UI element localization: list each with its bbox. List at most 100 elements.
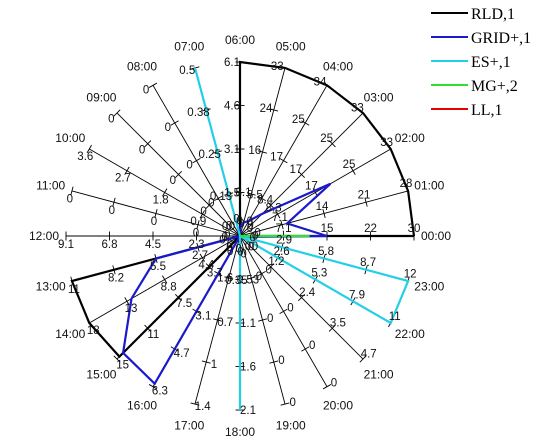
tick-label: 0 [222, 221, 228, 233]
tick-label: 0 [222, 231, 228, 243]
hour-label: 09:00 [86, 90, 116, 104]
spoke-tick [258, 318, 267, 322]
tick-label: 22 [364, 223, 377, 235]
tick-label: 8.1 [236, 187, 252, 199]
hour-label: 18:00 [225, 425, 255, 439]
tick-label: 1.6 [217, 273, 233, 285]
spoke-tick [124, 166, 130, 175]
tick-label: 0 [235, 244, 241, 256]
spoke-tick [267, 263, 275, 271]
hour-label: 21:00 [364, 368, 394, 382]
tick-label: 0 [252, 231, 258, 243]
tick-label: 24 [260, 103, 273, 115]
hour-label: 07:00 [174, 40, 204, 54]
tick-label: 3.1 [224, 144, 240, 156]
tick-label: 5.5 [150, 261, 166, 273]
tick-label: 0 [238, 218, 244, 230]
tick-label: 0 [143, 84, 149, 96]
hour-label: 20:00 [323, 399, 353, 413]
tick-label: 0.5 [179, 65, 195, 77]
spoke-tick [328, 140, 336, 148]
tick-label: 4.5 [145, 239, 161, 251]
tick-label: 6.3 [152, 386, 168, 398]
hour-label: 03:00 [364, 90, 394, 104]
spoke-tick [258, 150, 267, 154]
tick-label: 3.7 [207, 267, 223, 279]
hour-label: 01:00 [414, 178, 444, 192]
tick-label: 33 [271, 61, 284, 73]
tick-label: 34 [314, 76, 327, 88]
spoke-tick [174, 170, 182, 178]
spoke-tick [190, 402, 200, 406]
legend-label-rld-1: RLD,1 [471, 6, 515, 23]
tick-label: 33 [351, 102, 364, 114]
tick-label: 0 [331, 378, 337, 390]
tick-label: 2.7 [115, 173, 131, 185]
tick-label: 0 [139, 144, 145, 156]
spoke-tick [113, 355, 121, 363]
tick-label: 0 [108, 114, 114, 126]
spoke-tick [246, 192, 256, 196]
tick-label: 0 [290, 397, 296, 409]
tick-label: 0 [233, 213, 239, 225]
tick-label: 1.8 [153, 194, 169, 206]
tick-label: 17 [289, 164, 302, 176]
tick-label: 33 [380, 137, 393, 149]
hour-label: 06:00 [225, 33, 255, 47]
hour-label: 17:00 [174, 418, 204, 432]
tick-label: 0.25 [199, 149, 221, 161]
tick-label: 0 [254, 227, 260, 239]
tick-label: 9.1 [58, 239, 74, 251]
tick-label: 4.7 [174, 348, 190, 360]
hour-label: 23:00 [414, 280, 444, 294]
tick-label: 2.7 [192, 250, 208, 262]
spoke-tick [322, 384, 332, 390]
spoke-tick [279, 158, 288, 164]
tick-label: 8.7 [360, 257, 376, 269]
tick-label: 0 [240, 249, 246, 261]
tick-label: 0 [245, 241, 251, 253]
tick-label: 2.3 [189, 239, 205, 251]
tick-label: 0 [247, 220, 253, 232]
tick-label: 1.1 [240, 318, 256, 330]
tick-label: 30 [408, 223, 421, 235]
spoke-tick [301, 120, 310, 126]
tick-label: 2.1 [240, 405, 256, 417]
hour-label: 10:00 [55, 131, 85, 145]
tick-label: 21 [358, 189, 371, 201]
spoke-tick [267, 201, 275, 209]
tick-label: 0 [109, 205, 115, 217]
tick-label: 12 [404, 268, 417, 280]
spoke-tick [113, 109, 121, 117]
spoke-tick [269, 360, 279, 364]
tick-label: 15 [116, 360, 129, 372]
hour-label: 19:00 [276, 418, 306, 432]
series-es-1 [193, 67, 410, 410]
tick-label: 0 [226, 221, 232, 233]
spoke-tick [148, 82, 158, 88]
spoke-tick [199, 210, 205, 219]
tick-label: 17 [270, 152, 283, 164]
tick-label: 0 [248, 241, 254, 253]
hour-label: 14:00 [55, 327, 85, 341]
tick-label: 11 [147, 329, 159, 341]
spoke-tick [170, 120, 179, 126]
tick-label: 1 [211, 359, 217, 371]
spoke-tick [124, 297, 130, 306]
spoke-tick [144, 140, 152, 148]
tick-label: 3.5 [330, 318, 346, 330]
tick-label: 17 [305, 181, 318, 193]
spoke-tick [162, 188, 168, 197]
tick-label: 0 [256, 271, 262, 283]
tick-label: 0 [170, 175, 176, 187]
tick-label: 0 [151, 216, 157, 228]
tick-label: 0 [226, 242, 232, 254]
hour-label: 11:00 [36, 178, 65, 192]
tick-label: 7.1 [276, 223, 292, 235]
spoke-tick [154, 209, 158, 218]
tick-label: 8.2 [108, 273, 124, 285]
tick-label: 0 [219, 235, 225, 247]
tick-label: 0 [200, 206, 206, 218]
tick-label: 1.6 [240, 362, 256, 374]
